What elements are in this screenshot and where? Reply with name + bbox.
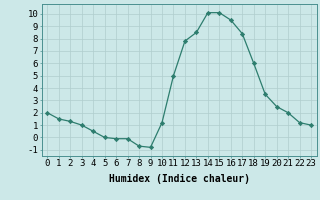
X-axis label: Humidex (Indice chaleur): Humidex (Indice chaleur) (109, 174, 250, 184)
